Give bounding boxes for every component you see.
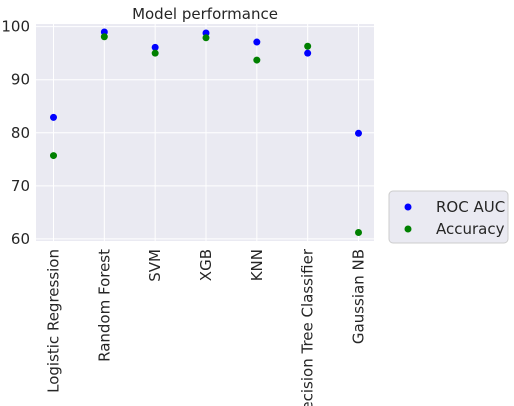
y-tick-label-100: 100: [1, 18, 30, 36]
chart-title: Model performance: [132, 5, 278, 23]
legend-label-1: Accuracy: [436, 220, 505, 238]
point-accuracy-0: [50, 152, 57, 160]
point-roc-auc-2: [151, 43, 159, 51]
point-roc-auc-6: [355, 129, 362, 137]
x-tick-labels: Logistic Regression Random Forest SVM XGB KN…: [45, 248, 368, 406]
y-tick-label-80: 80: [11, 124, 30, 142]
data-points: [50, 28, 362, 237]
x-tick-label-4: KNN: [248, 249, 266, 281]
legend-marker-1: [404, 225, 412, 233]
y-gridlines: [36, 26, 374, 240]
point-roc-auc-0: [50, 113, 57, 121]
x-tick-label-6: Gaussian NB: [350, 249, 368, 344]
legend: ROC AUC Accuracy: [388, 190, 509, 244]
x-tick-label-2: SVM: [146, 249, 164, 282]
legend-box: [388, 190, 509, 244]
point-roc-auc-4: [253, 38, 261, 46]
x-tick-label-1: Random Forest: [95, 249, 113, 362]
legend-label-0: ROC AUC: [436, 198, 505, 216]
point-roc-auc-5: [304, 49, 312, 57]
x-tick-label-3: XGB: [197, 249, 215, 281]
x-tick-label-5: Decision Tree Classifier: [299, 248, 317, 406]
y-tick-label-70: 70: [11, 177, 30, 195]
y-tick-labels: 60 70 80 90 100: [1, 18, 30, 248]
x-tick-label-0: Logistic Regression: [45, 249, 63, 393]
point-accuracy-3: [202, 34, 210, 42]
legend-marker-0: [404, 203, 412, 211]
point-accuracy-6: [355, 229, 362, 237]
y-tick-label-60: 60: [11, 230, 30, 248]
point-accuracy-4: [253, 56, 261, 64]
point-accuracy-1: [100, 33, 108, 41]
point-accuracy-5: [304, 42, 312, 50]
y-tick-label-90: 90: [11, 71, 30, 89]
point-accuracy-2: [151, 49, 159, 57]
